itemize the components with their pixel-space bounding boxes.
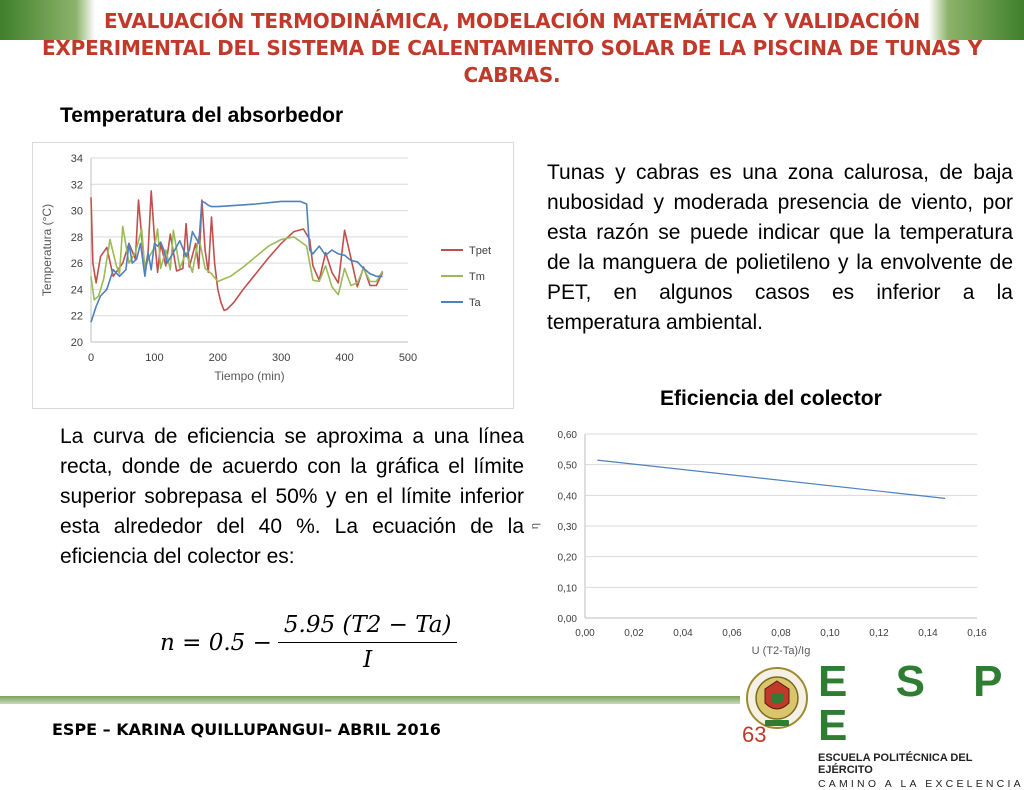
header-corner-accent-left	[0, 0, 95, 40]
x-tick-label: 500	[399, 352, 417, 364]
y-tick-label: 0,30	[558, 522, 578, 533]
espe-brand-name: E S P E	[818, 657, 1020, 750]
espe-brand: E S P E ESCUELA POLITÉCNICA DEL EJÉRCITO…	[818, 660, 1024, 790]
y-tick-label: 32	[71, 179, 83, 191]
y-tick-label: 0,40	[558, 491, 578, 502]
absorber-temperature-heading: Temperatura del absorbedor	[60, 104, 344, 127]
absorber-temperature-chart-svg: 20 22 24 26 28 30 32 34 0 100 200 300 400 500 Tiempo (…	[40, 153, 491, 383]
x-tick-label: 200	[209, 352, 227, 364]
y-tick-label: 0,60	[558, 430, 578, 441]
x-tick-label: 0	[88, 352, 94, 364]
efficiency-formula: n = 0.5 − 5.95 (T2 − Ta) I	[160, 612, 458, 673]
y-tick-label: 28	[71, 232, 83, 244]
absorber-temperature-chart: 20 22 24 26 28 30 32 34 0 100 200 300 400 500 Tiempo (…	[32, 142, 514, 409]
y-axis-label: η	[530, 523, 541, 529]
footer-author-date: ESPE – KARINA QUILLUPANGUI– ABRIL 2016	[52, 720, 441, 739]
x-tick-label: 0,00	[575, 628, 595, 639]
collector-efficiency-chart: 0,00 0,10 0,20 0,30 0,40 0,50 0,60 0,00 0,02 0,04…	[529, 420, 1000, 665]
formula-lhs: n = 0.5 −	[160, 629, 272, 656]
legend-label-tpet: Tpet	[469, 245, 491, 257]
x-tick-label: 0,06	[722, 628, 742, 639]
x-tick-label: 300	[272, 352, 290, 364]
x-axis-label: Tiempo (min)	[214, 369, 284, 383]
formula-numerator: 5.95 (T2 − Ta)	[277, 612, 458, 643]
y-axis-label: Temperatura (°C)	[40, 204, 54, 296]
x-tick-label: 0,08	[771, 628, 791, 639]
y-tick-label: 30	[71, 206, 83, 218]
collector-efficiency-chart-svg: 0,00 0,10 0,20 0,30 0,40 0,50 0,60 0,00 0,02 0,04…	[529, 430, 987, 657]
y-tick-label: 26	[71, 258, 83, 270]
series-line-efficiency	[597, 459, 946, 499]
y-tick-label: 22	[71, 311, 83, 323]
efficiency-description: La curva de eficiencia se aproxima a una…	[60, 425, 524, 568]
series-line-tpet	[90, 190, 384, 312]
espe-seal-logo	[746, 667, 808, 729]
slide-title: EVALUACIÓN TERMODINÁMICA, MODELACIÓN MAT…	[41, 9, 983, 87]
x-tick-label: 0,10	[820, 628, 840, 639]
x-tick-label: 0,12	[869, 628, 889, 639]
x-tick-label: 0,16	[967, 628, 987, 639]
series-line-ta	[90, 200, 383, 323]
espe-brand-subtitle: ESCUELA POLITÉCNICA DEL EJÉRCITO	[818, 752, 973, 776]
x-tick-label: 0,02	[624, 628, 644, 639]
page-number: 63	[742, 722, 767, 747]
y-tick-label: 0,00	[558, 614, 578, 625]
y-tick-label: 24	[71, 284, 83, 296]
legend-label-tm: Tm	[469, 271, 485, 283]
x-tick-label: 0,14	[918, 628, 938, 639]
x-tick-label: 400	[335, 352, 353, 364]
y-tick-label: 0,20	[558, 553, 578, 564]
x-tick-label: 100	[145, 352, 163, 364]
formula-fraction: 5.95 (T2 − Ta) I	[277, 612, 458, 673]
legend-label-ta: Ta	[469, 297, 482, 309]
x-axis-label: U (T2-Ta)/Ig	[752, 645, 811, 657]
espe-brand-motto: CAMINO A LA EXCELENCIA	[818, 778, 1024, 790]
formula-denominator: I	[363, 647, 373, 673]
climate-description: Tunas y cabras es una zona calurosa, de …	[547, 161, 1013, 334]
x-tick-label: 0,04	[673, 628, 693, 639]
collector-efficiency-heading: Eficiencia del colector	[660, 387, 882, 410]
footer-bar	[0, 696, 740, 704]
y-tick-label: 20	[71, 337, 83, 349]
y-tick-label: 34	[71, 153, 83, 165]
y-tick-label: 0,50	[558, 461, 578, 472]
header-corner-accent-right	[929, 0, 1024, 40]
y-tick-label: 0,10	[558, 583, 578, 594]
